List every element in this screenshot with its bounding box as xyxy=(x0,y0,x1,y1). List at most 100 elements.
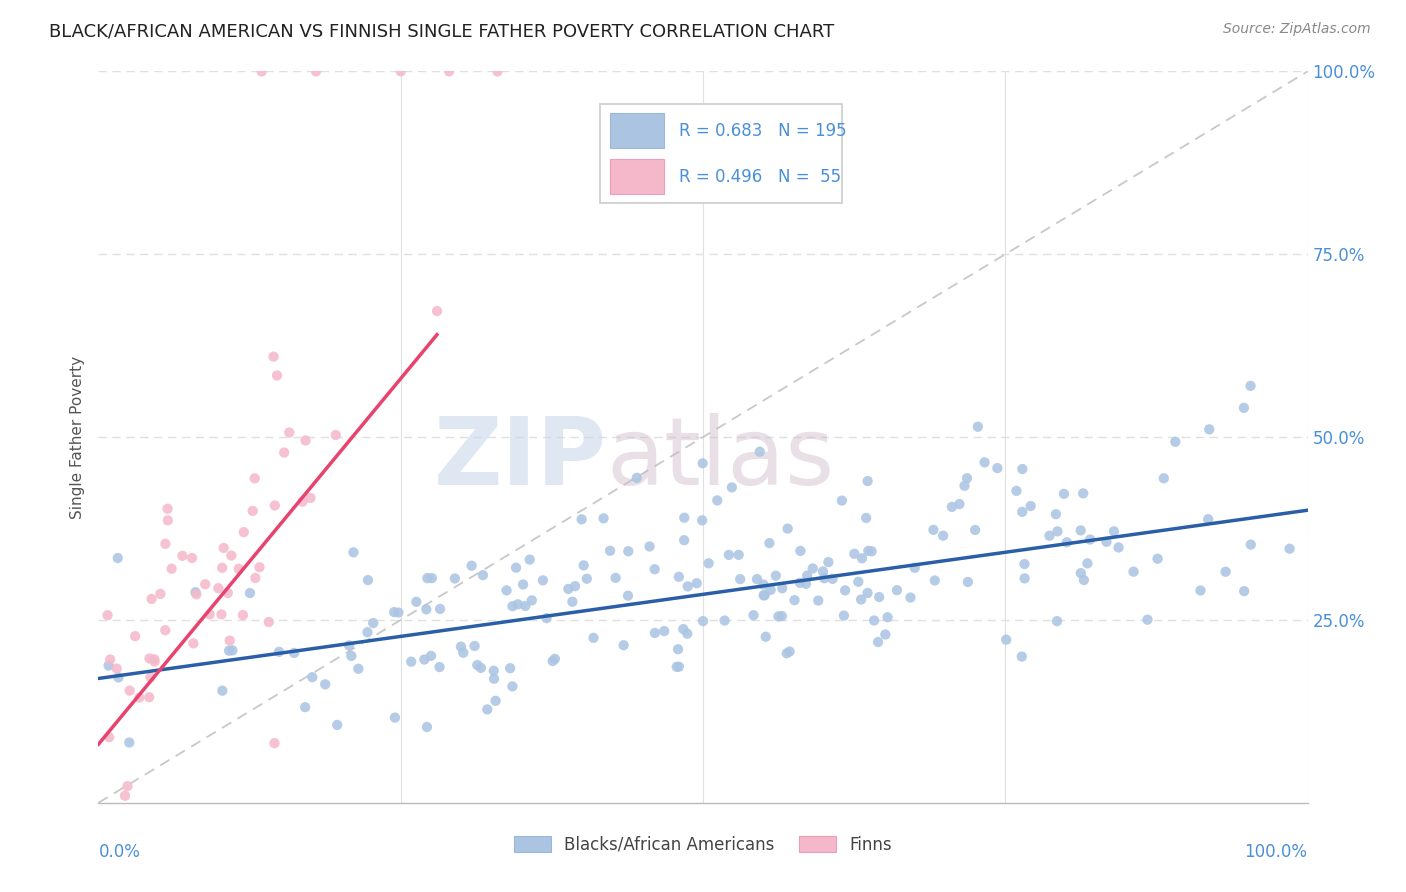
Point xyxy=(143,652,166,666)
Point xyxy=(124,629,146,643)
Point xyxy=(886,583,908,598)
Point xyxy=(135,826,157,840)
Point xyxy=(1073,573,1095,587)
Point xyxy=(263,350,285,364)
Point xyxy=(450,640,472,654)
Point xyxy=(172,549,194,563)
Point xyxy=(221,643,243,657)
Point xyxy=(973,455,995,469)
Point xyxy=(273,445,295,459)
Point xyxy=(482,664,505,678)
Point xyxy=(1198,422,1220,436)
Point xyxy=(758,536,780,550)
Point xyxy=(515,599,537,613)
Point xyxy=(922,523,945,537)
Point xyxy=(572,558,595,573)
Point xyxy=(727,548,749,562)
Point xyxy=(900,591,922,605)
Point xyxy=(904,561,927,575)
Point xyxy=(697,557,720,571)
Point xyxy=(139,670,162,684)
Point xyxy=(278,425,301,440)
Point xyxy=(561,595,583,609)
Point xyxy=(932,529,955,543)
Point xyxy=(626,471,648,485)
Point xyxy=(1197,512,1219,526)
Point xyxy=(665,660,688,674)
Point xyxy=(1153,471,1175,485)
Point xyxy=(844,547,866,561)
Point xyxy=(846,574,869,589)
Text: BLACK/AFRICAN AMERICAN VS FINNISH SINGLE FATHER POVERTY CORRELATION CHART: BLACK/AFRICAN AMERICAN VS FINNISH SINGLE… xyxy=(49,22,834,40)
Point xyxy=(599,543,621,558)
Point xyxy=(1108,541,1130,555)
Point xyxy=(356,625,378,640)
Point xyxy=(420,571,443,585)
Point xyxy=(117,779,139,793)
Point xyxy=(232,608,254,623)
Point xyxy=(582,631,605,645)
Point xyxy=(666,642,689,657)
Point xyxy=(1053,487,1076,501)
Point xyxy=(692,456,714,470)
Point xyxy=(243,471,266,485)
Point xyxy=(860,544,883,558)
Point xyxy=(501,680,523,694)
Point xyxy=(217,586,239,600)
Point xyxy=(965,523,987,537)
Point xyxy=(717,548,740,562)
Point xyxy=(668,570,690,584)
Point xyxy=(107,551,129,566)
Point xyxy=(266,368,288,383)
Point xyxy=(415,602,437,616)
Point xyxy=(477,702,499,716)
Point xyxy=(291,494,314,508)
Point xyxy=(337,639,360,653)
Point xyxy=(305,64,328,78)
Point xyxy=(118,735,141,749)
Point xyxy=(357,573,380,587)
Point xyxy=(953,479,976,493)
Point xyxy=(437,64,460,78)
Point xyxy=(512,577,534,591)
Point xyxy=(98,652,121,666)
Point xyxy=(107,670,129,684)
Point xyxy=(956,471,979,485)
Point xyxy=(1122,565,1144,579)
Point xyxy=(1239,379,1261,393)
Point xyxy=(592,511,614,525)
Point xyxy=(858,544,880,558)
Point xyxy=(1038,529,1060,543)
Point xyxy=(807,593,830,607)
Point xyxy=(143,655,166,669)
Point xyxy=(105,662,128,676)
Point xyxy=(429,602,451,616)
Point xyxy=(831,493,853,508)
Point xyxy=(1146,551,1168,566)
Point xyxy=(759,582,782,597)
Point xyxy=(676,626,699,640)
Point xyxy=(429,660,451,674)
Bar xyxy=(610,113,664,148)
Point xyxy=(1078,533,1101,547)
Point xyxy=(198,607,221,622)
Point xyxy=(876,610,898,624)
Point xyxy=(536,611,558,625)
Point xyxy=(770,581,793,595)
Point xyxy=(1011,649,1033,664)
Point xyxy=(218,633,240,648)
Point xyxy=(748,444,770,458)
Point xyxy=(1014,557,1036,571)
Point xyxy=(149,587,172,601)
Point xyxy=(413,652,436,666)
Point xyxy=(245,571,267,585)
Point xyxy=(544,652,567,666)
Point xyxy=(617,589,640,603)
Point xyxy=(692,614,714,628)
Point xyxy=(863,614,886,628)
Point xyxy=(212,541,235,555)
Point xyxy=(866,635,889,649)
Point xyxy=(752,588,775,602)
Point xyxy=(242,504,264,518)
Point xyxy=(485,694,508,708)
